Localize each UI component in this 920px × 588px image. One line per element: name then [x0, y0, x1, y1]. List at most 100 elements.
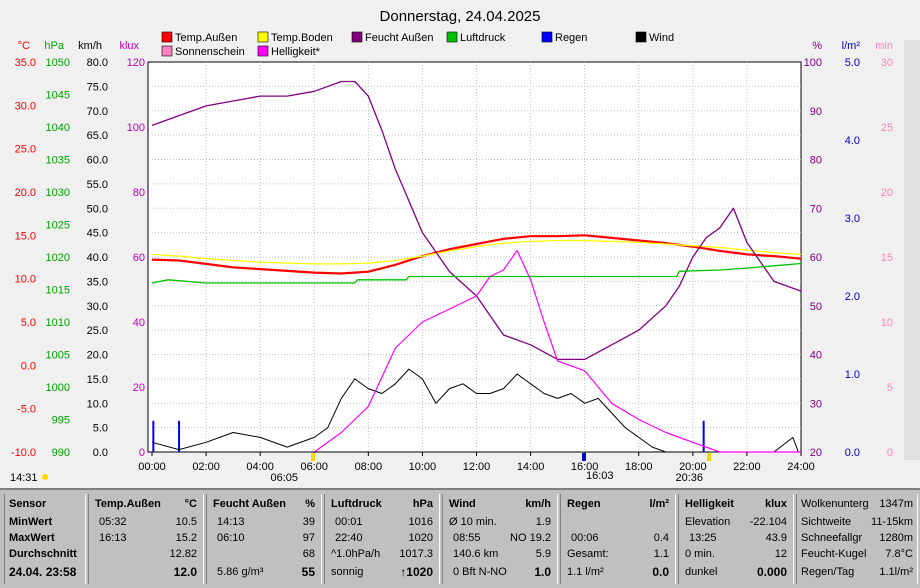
legend-swatch	[351, 31, 363, 43]
axis-tick-label-left: 15.0	[15, 230, 36, 242]
legend-label: Sonnenschein	[175, 46, 245, 58]
brightness-title: Helligkeit	[685, 498, 734, 510]
series-group	[151, 80, 802, 453]
axis-tick-label-right: 5	[887, 382, 893, 394]
axis-tick-label-left: 55.0	[87, 179, 108, 191]
temp-title: Temp.Außen	[95, 498, 161, 510]
rain-max-value: 0.4	[653, 532, 669, 544]
axis-tick-label-left: 10.0	[15, 274, 36, 286]
axis-tick-label-right: 25	[881, 122, 893, 134]
wind-day-avg: 5.9	[535, 548, 551, 560]
axis-tick-label-left: 30.0	[87, 301, 108, 313]
axis-tick-label-left: 80	[133, 187, 145, 199]
stats-col-brightness: Helligkeit klux Elevation -22.104 13:25 43.…	[678, 494, 794, 584]
cloud-base-label: Wolkenunterg	[801, 498, 869, 510]
axis-tick-label-right: 0.0	[845, 447, 860, 459]
axis-tick-label-left: 25.0	[87, 325, 108, 337]
humidity-max-time: 06:10	[217, 532, 245, 544]
humidity-absolute: 5.86 g/m³	[217, 566, 264, 578]
wind-beaufort: 0 Bft N-NO	[453, 566, 507, 578]
stats-col-wind: Wind km/h Ø 10 min. 1.9 08:55 NO 19.2 140.6…	[442, 494, 558, 584]
legend-label: Temp.Boden	[271, 32, 333, 44]
axis-tick-label-left: 80.0	[87, 57, 108, 69]
axis-unit-left: °C	[18, 40, 30, 52]
rain-title: Regen	[567, 498, 601, 510]
temp-max-time: 16:13	[99, 532, 127, 544]
pressure-title: Luftdruck	[331, 498, 382, 510]
wind-title: Wind	[449, 498, 476, 510]
humidity-min-value: 39	[302, 516, 315, 528]
axis-tick-label-left: 120	[127, 57, 145, 69]
axis-tick-label-left: -10.0	[11, 447, 36, 459]
axis-tick-label-left: 60.0	[87, 155, 108, 167]
axis-tick-label-right: 20	[810, 447, 822, 459]
weather-chart: Donnerstag, 24.04.2025 Temp.Außen Temp.Bo…	[10, 8, 920, 484]
axis-tick-label-left: 1020	[46, 252, 70, 264]
stats-col-humidity: Feucht Außen% 14:13 39 06:10 97 68 5.86 g/…	[206, 494, 322, 584]
row-label-avg: Durchschnitt	[9, 548, 77, 560]
axis-tick-label-left: 1010	[46, 317, 70, 329]
temp-avg: 12.82	[169, 548, 197, 560]
axis-tick-label-left: 40.0	[87, 252, 108, 264]
humidity-max-value: 97	[302, 532, 315, 544]
stats-col-sensor: Sensor MinWert MaxWert Durchschnitt 24.0…	[4, 494, 86, 584]
humidity-title: Feucht Außen	[213, 498, 286, 510]
rain-current: 0.0	[652, 565, 669, 579]
series-line-wind	[151, 368, 799, 453]
stats-col-rain: Regen l/m² 00:06 0.4 Gesamt: 1.1 1.1 l/m² 0.…	[560, 494, 676, 584]
axis-tick-label-left: 1050	[46, 57, 70, 69]
pressure-current: ↑1020	[400, 565, 433, 579]
axis-tick-label-left: 1015	[46, 285, 70, 297]
x-tick-label: 08:00	[355, 461, 383, 473]
x-tick-label: 02:00	[192, 461, 220, 473]
visibility-value: 11-15km	[871, 516, 913, 528]
axis-tick-label-left: 35.0	[87, 276, 108, 288]
wind-avg-value: 1.9	[535, 516, 551, 528]
wind-current: 1.0	[534, 565, 551, 579]
x-tick-label: 10:00	[409, 461, 437, 473]
axis-tick-label-left: 45.0	[87, 228, 108, 240]
brightness-max-value: 43.9	[765, 532, 787, 544]
axis-unit-right: %	[812, 40, 822, 52]
axis-tick-label-right: 30	[881, 57, 893, 69]
legend-swatch	[257, 45, 269, 57]
axis-unit-right: min	[875, 40, 893, 52]
x-tick-label: 14:00	[517, 461, 545, 473]
legend-swatch	[446, 31, 458, 43]
axis-tick-label-left: 75.0	[87, 81, 108, 93]
axis-tick-label-left: 990	[52, 447, 70, 459]
snowline-label: Schneefallgr	[801, 532, 863, 544]
solar-noon-time: 16:03	[586, 470, 614, 482]
legend-swatch	[161, 31, 173, 43]
axis-tick-label-left: 20.0	[15, 187, 36, 199]
wind-max-value: NO 19.2	[510, 532, 551, 544]
wind-max-time: 08:55	[453, 532, 481, 544]
legend-swatch	[161, 45, 173, 57]
series-line-luftdruck	[151, 262, 802, 284]
brightness-max-time: 13:25	[689, 532, 717, 544]
sunrise-time: 06:05	[270, 472, 298, 484]
axis-tick-label-right: 70	[810, 203, 822, 215]
scrollbar-track[interactable]	[904, 40, 920, 460]
moon-icon	[42, 474, 48, 480]
axis-tick-label-left: 50.0	[87, 203, 108, 215]
legend-label: Helligkeit*	[271, 46, 321, 58]
axis-tick-label-left: 20	[133, 382, 145, 394]
axis-tick-label-right: 1.0	[845, 369, 860, 381]
rain-day: 1.1 l/m²	[567, 566, 604, 578]
axis-tick-label-right: 15	[881, 252, 893, 264]
solar-noon-icon	[582, 453, 586, 461]
elevation-value: -22.104	[749, 516, 787, 528]
axis-unit-left: hPa	[44, 40, 64, 52]
cloud-base-value: 1347m	[879, 498, 913, 510]
axis-tick-label-right: 3.0	[845, 213, 860, 225]
axis-tick-label-right: 80	[810, 155, 822, 167]
axis-tick-label-right: 0	[887, 447, 893, 459]
visibility-label: Sichtweite	[801, 516, 852, 528]
pressure-trend: ^1.0hPa/h	[331, 548, 381, 560]
x-tick-label: 12:00	[463, 461, 491, 473]
current-datetime: 24.04. 23:58	[9, 565, 77, 579]
axis-unit-left: klux	[119, 40, 139, 52]
legend-label: Feucht Außen	[365, 32, 434, 44]
axis-tick-label-right: 50	[810, 301, 822, 313]
